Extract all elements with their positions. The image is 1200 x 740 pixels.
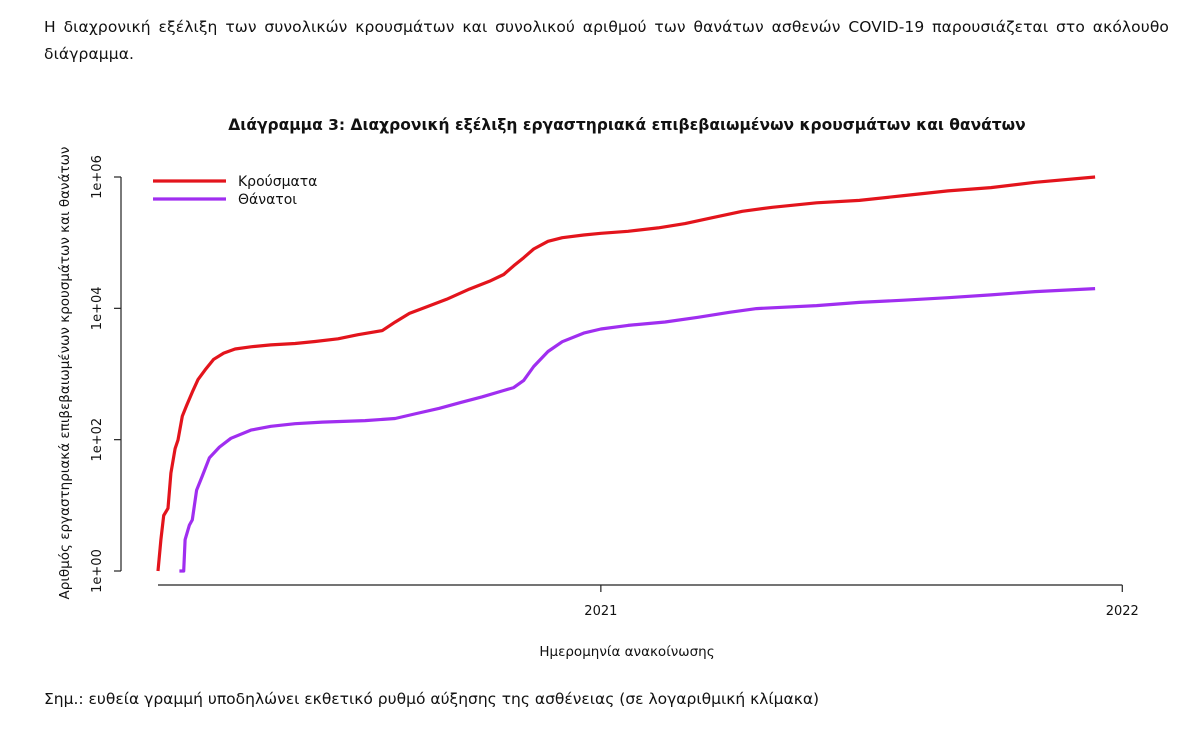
x-tick-label: 2021 [584, 604, 617, 619]
chart-series [156, 175, 1096, 573]
intro-paragraph: Η διαχρονική εξέλιξη των συνολικών κρουσ… [44, 18, 1169, 63]
series-line-deaths [179, 287, 1096, 573]
y-tick-label: 1e+04 [90, 286, 105, 330]
chart-axes: 1e+00 1e+02 1e+04 1e+06 2021 2022 [90, 155, 1139, 619]
series-line-cases [156, 175, 1096, 572]
chart-title: Διάγραμμα 3: Διαχρονική εξέλιξη εργαστηρ… [228, 116, 1025, 134]
y-axis-label: Αριθμός εργαστηριακά επιβεβαιωμένων κρου… [57, 147, 73, 600]
y-tick-label: 1e+00 [90, 549, 105, 593]
legend-label: Κρούσματα [238, 174, 317, 190]
x-tick-label: 2022 [1106, 604, 1139, 619]
legend-label: Θάνατοι [238, 192, 297, 208]
chart-legend: Κρούσματα Θάνατοι [153, 174, 317, 208]
y-tick-label: 1e+02 [90, 418, 105, 462]
chart-note: Σημ.: ευθεία γραμμή υποδηλώνει εκθετικό … [44, 690, 820, 708]
y-tick-label: 1e+06 [90, 155, 105, 199]
x-axis-label: Ημερομηνία ανακοίνωσης [539, 644, 714, 660]
